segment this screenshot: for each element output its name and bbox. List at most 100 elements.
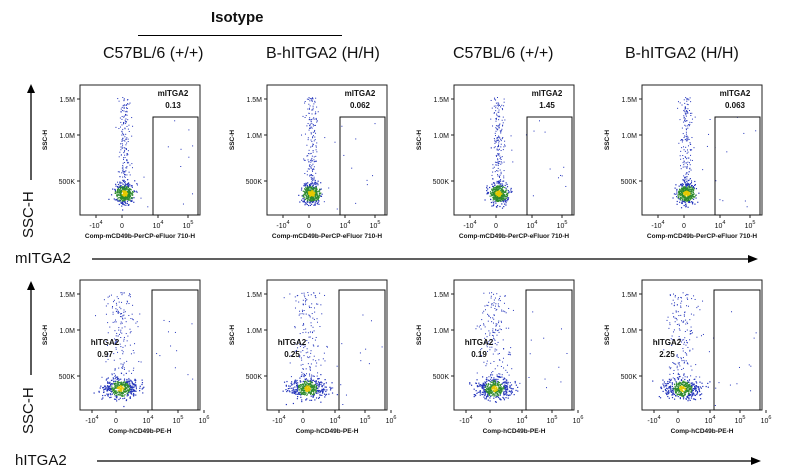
- event-dot: [125, 383, 127, 385]
- event-dot: [684, 150, 686, 152]
- event-dot: [684, 200, 686, 203]
- event-dot: [123, 134, 125, 136]
- event-dot: [482, 387, 485, 389]
- event-dot: [292, 391, 294, 393]
- event-dot: [492, 390, 494, 392]
- event-dot: [310, 182, 312, 185]
- event-dot: [685, 206, 687, 208]
- event-dot: [126, 174, 128, 176]
- event-dot: [126, 159, 128, 161]
- event-dot: [107, 322, 109, 324]
- event-dot: [685, 383, 687, 385]
- event-dot: [682, 384, 684, 386]
- event-dot: [123, 192, 125, 194]
- event-dot: [122, 200, 124, 202]
- event-dot: [489, 389, 492, 391]
- event-dot: [676, 387, 678, 390]
- event-dot: [311, 165, 313, 167]
- event-dot: [674, 321, 676, 323]
- event-dot: [306, 190, 308, 193]
- event-dot: [308, 185, 310, 187]
- event-dot: [302, 303, 304, 305]
- event-dot: [312, 317, 314, 319]
- event-dot: [663, 381, 665, 383]
- event-dot: [675, 387, 677, 389]
- plot-x-axis-title: Comp-hCD49b-PE-H: [671, 428, 734, 435]
- event-dot: [123, 311, 125, 313]
- event-dot: [490, 362, 492, 364]
- event-dot: [499, 186, 501, 188]
- event-dot: [494, 384, 497, 387]
- event-dot: [689, 383, 691, 385]
- event-dot: [672, 392, 674, 394]
- event-dot: [709, 118, 711, 120]
- event-dot: [315, 194, 318, 196]
- row2-marker-label: hITGA2: [15, 452, 67, 469]
- event-dot: [127, 393, 129, 396]
- event-dot: [490, 118, 492, 120]
- event-dot: [311, 118, 313, 120]
- event-dot: [108, 389, 111, 391]
- event-dot: [529, 353, 531, 355]
- event-dot: [300, 317, 302, 319]
- event-dot: [680, 207, 683, 209]
- event-dot: [129, 383, 131, 385]
- event-dot: [501, 190, 503, 192]
- event-dot: [306, 381, 308, 383]
- event-dot: [686, 389, 688, 391]
- event-dot: [123, 110, 125, 112]
- event-dot: [491, 381, 494, 383]
- event-dot: [119, 333, 121, 335]
- event-dot: [495, 195, 497, 197]
- event-dot: [121, 118, 123, 120]
- event-dot: [313, 156, 315, 158]
- event-dot: [510, 191, 513, 193]
- event-dot: [684, 188, 686, 190]
- event-dot: [483, 324, 485, 326]
- event-dot: [497, 149, 499, 151]
- event-dot: [306, 394, 308, 396]
- event-dot: [687, 396, 689, 398]
- event-dot: [511, 149, 513, 151]
- event-dot: [120, 126, 122, 128]
- event-dot: [312, 178, 314, 180]
- event-dot: [501, 188, 503, 190]
- event-dot: [498, 185, 500, 187]
- event-dot: [487, 392, 490, 395]
- event-dot: [502, 387, 504, 389]
- event-dot: [128, 189, 130, 191]
- event-dot: [313, 194, 315, 197]
- event-dot: [316, 196, 318, 198]
- event-dot: [500, 179, 502, 181]
- event-dot: [132, 369, 134, 371]
- event-dot: [125, 111, 127, 113]
- event-dot: [673, 398, 676, 400]
- event-dot: [123, 173, 125, 175]
- event-dot: [485, 353, 487, 355]
- event-dot: [671, 335, 673, 337]
- event-dot: [128, 390, 130, 392]
- event-dot: [486, 377, 488, 379]
- event-dot: [687, 127, 689, 129]
- event-dot: [500, 321, 502, 323]
- event-dot: [294, 391, 296, 394]
- event-dot: [707, 386, 709, 388]
- event-dot: [673, 293, 675, 295]
- event-dot: [308, 201, 310, 203]
- event-dot: [486, 380, 488, 382]
- event-dot: [340, 384, 342, 386]
- event-dot: [300, 391, 302, 393]
- event-dot: [128, 378, 130, 380]
- event-dot: [117, 181, 119, 183]
- event-dot: [667, 382, 669, 385]
- event-dot: [309, 185, 311, 187]
- event-dot: [499, 180, 501, 182]
- event-dot: [685, 172, 687, 174]
- event-dot: [125, 148, 127, 150]
- event-dot: [688, 185, 690, 187]
- event-dot: [499, 196, 501, 199]
- event-dot: [499, 116, 501, 118]
- event-dot: [497, 162, 499, 164]
- event-dot: [673, 193, 676, 195]
